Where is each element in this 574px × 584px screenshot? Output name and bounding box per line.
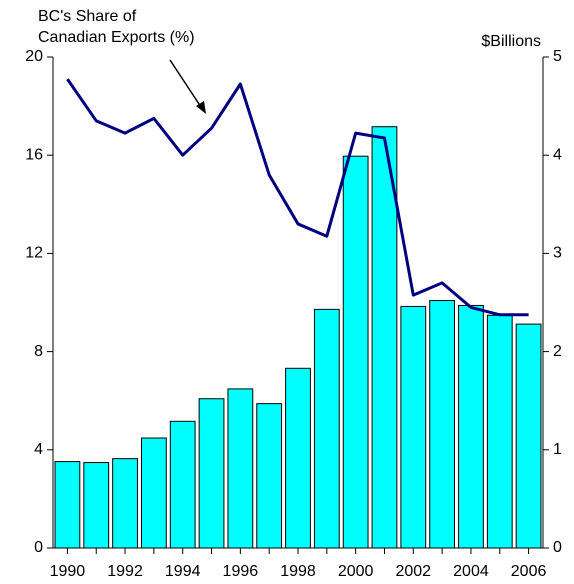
- x-tick-label: 2006: [511, 563, 547, 580]
- bar: [429, 300, 456, 549]
- y2-tick-label: 3: [553, 245, 562, 262]
- bar: [54, 461, 81, 549]
- x-tick-label: 1996: [223, 563, 259, 580]
- bar: [227, 388, 254, 549]
- y-tick-label: 8: [34, 343, 43, 360]
- x-tick-label: 1998: [280, 563, 316, 580]
- y-tick-label: 12: [25, 245, 43, 262]
- x-tick-label: 1994: [165, 563, 201, 580]
- y-tick-label: 4: [34, 441, 43, 458]
- bar: [256, 403, 283, 549]
- y2-axis-label: $Billions: [481, 33, 541, 50]
- bar: [285, 367, 311, 549]
- y2-tick-label: 2: [553, 343, 562, 360]
- x-tick-label: 2002: [395, 563, 431, 580]
- y2-tick-label: 0: [553, 539, 562, 556]
- bar: [83, 462, 110, 549]
- axis-annotation: Canadian Exports (%): [38, 29, 195, 46]
- y2-tick-label: 4: [553, 146, 562, 163]
- x-tick-label: 1992: [107, 563, 143, 580]
- bar: [458, 304, 484, 549]
- y2-tick-label: 5: [553, 48, 562, 65]
- y-tick-label: 20: [25, 48, 43, 65]
- bar: [400, 305, 427, 549]
- bar: [486, 314, 513, 549]
- x-tick-label: 2000: [338, 563, 374, 580]
- annotation-arrowhead: [196, 101, 206, 114]
- x-tick-label: 2004: [453, 563, 489, 580]
- line: [66, 78, 529, 317]
- annotation-arrow: [169, 59, 204, 111]
- bar: [313, 308, 340, 549]
- bar: [169, 420, 196, 549]
- y-tick-label: 16: [25, 146, 43, 163]
- axis-annotation: BC's Share of: [38, 8, 137, 25]
- bar: [342, 155, 369, 549]
- bar: [140, 437, 167, 549]
- x-tick-label: 1990: [50, 563, 86, 580]
- bar: [515, 323, 542, 549]
- y-tick-label: 0: [34, 539, 43, 556]
- bar: [112, 458, 138, 549]
- y2-tick-label: 1: [553, 441, 562, 458]
- bar: [198, 398, 225, 549]
